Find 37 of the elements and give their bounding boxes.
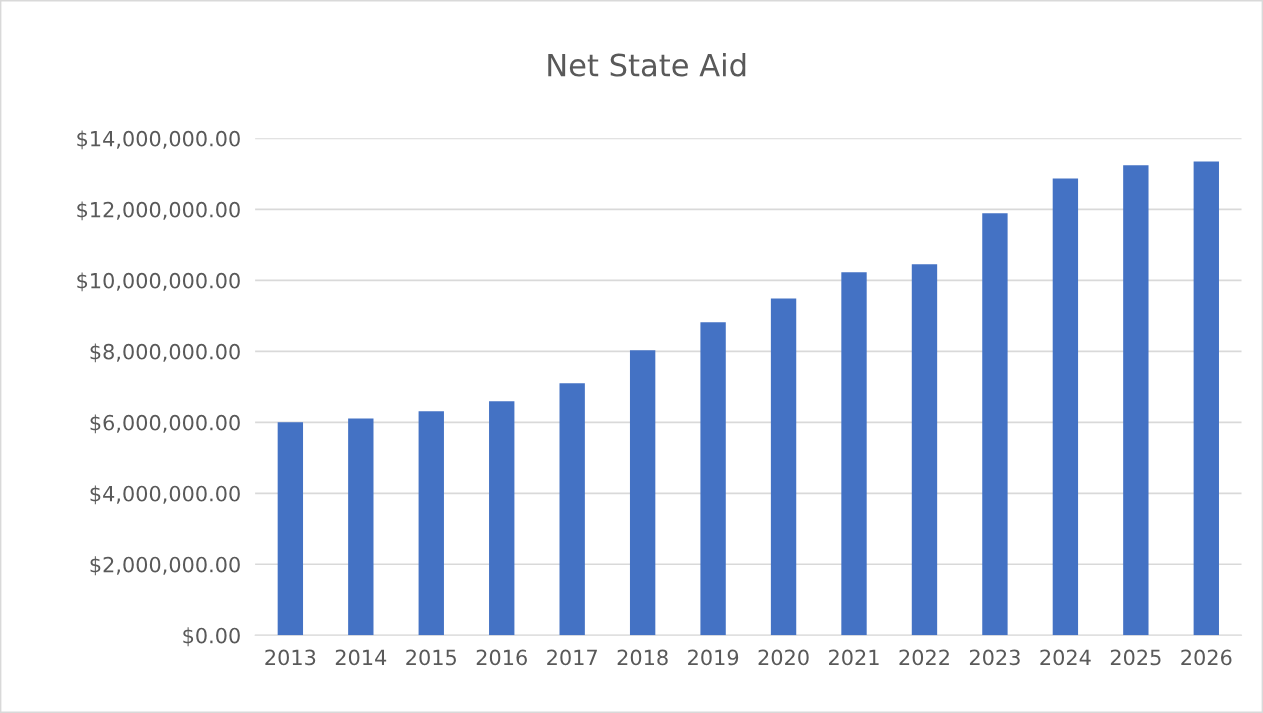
- bar: [1052, 178, 1079, 636]
- x-tick-label: 2022: [899, 649, 949, 666]
- bar: [1123, 165, 1149, 636]
- x-tick-label: 2016: [476, 649, 527, 666]
- y-tick-label: $12,000,000.00: [77, 201, 240, 221]
- x-tick-label: 2024: [1040, 649, 1091, 666]
- y-tick-label: $10,000,000.00: [77, 272, 240, 292]
- x-tick-label: 2017: [547, 649, 597, 666]
- bar: [770, 298, 797, 636]
- x-tick-label: 2019: [688, 649, 739, 666]
- bar: [629, 350, 656, 636]
- y-tick-label: $8,000,000.00: [90, 343, 240, 363]
- x-tick-label: 2014: [335, 649, 387, 666]
- chart-title: Net State Aid: [548, 52, 746, 77]
- y-tick-label: $2,000,000.00: [90, 556, 240, 576]
- x-tick-label: 2025: [1110, 649, 1161, 666]
- bar: [982, 213, 1008, 636]
- bar: [559, 383, 585, 636]
- x-tick-label: 2015: [406, 649, 456, 666]
- x-tick-label: 2026: [1181, 649, 1232, 666]
- y-tick-label: $0.00: [183, 627, 240, 647]
- bar: [1193, 161, 1219, 636]
- bar: [841, 272, 867, 636]
- x-tick-label: 2018: [617, 649, 668, 666]
- y-tick-label: $6,000,000.00: [90, 414, 240, 434]
- bar: [489, 401, 515, 636]
- bar: [911, 264, 938, 636]
- bar: [348, 418, 374, 636]
- bar: [418, 411, 444, 636]
- x-tick-label: 2021: [829, 649, 879, 666]
- y-tick-label: $4,000,000.00: [90, 485, 240, 505]
- x-tick-label: 2023: [969, 649, 1020, 666]
- bar: [277, 422, 304, 636]
- x-tick-label: 2020: [758, 649, 809, 666]
- x-tick-label: 2013: [265, 649, 316, 666]
- y-tick-label: $14,000,000.00: [77, 130, 240, 150]
- bar: [700, 322, 726, 636]
